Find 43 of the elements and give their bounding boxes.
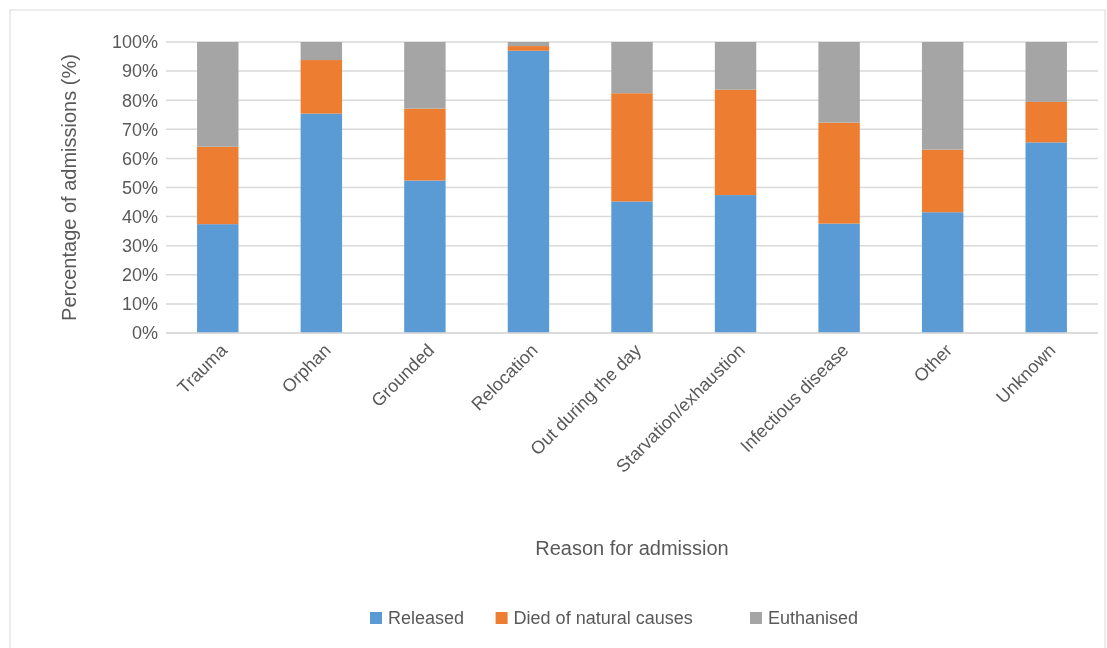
bar bbox=[404, 180, 446, 333]
bar bbox=[1025, 142, 1067, 333]
legend-label: Released bbox=[388, 608, 465, 629]
bar bbox=[300, 113, 343, 333]
bar bbox=[1025, 42, 1067, 102]
bar bbox=[611, 201, 653, 333]
bar bbox=[611, 42, 653, 94]
bar bbox=[300, 42, 343, 61]
y-tick-label: 20% bbox=[121, 265, 158, 286]
bar bbox=[197, 224, 239, 333]
bar bbox=[921, 212, 964, 333]
bar bbox=[197, 146, 239, 225]
bar bbox=[818, 42, 860, 123]
x-axis-title: Reason for admission bbox=[535, 537, 729, 559]
bar bbox=[714, 195, 757, 333]
y-tick-label: 40% bbox=[121, 206, 158, 227]
bar bbox=[714, 89, 757, 196]
bar bbox=[507, 46, 550, 51]
y-tick-label: 10% bbox=[121, 294, 158, 315]
bar bbox=[611, 93, 653, 202]
y-tick-label: 70% bbox=[121, 119, 158, 140]
bar bbox=[507, 50, 550, 333]
y-tick-label: 0% bbox=[131, 323, 158, 344]
bar bbox=[921, 149, 964, 213]
bar bbox=[300, 60, 343, 114]
legend-label: Euthanised bbox=[768, 608, 859, 629]
bar bbox=[818, 223, 860, 333]
bar bbox=[404, 42, 446, 109]
bar bbox=[507, 42, 550, 47]
bar bbox=[818, 122, 860, 224]
y-tick-label: 90% bbox=[121, 61, 158, 82]
y-tick-label: 80% bbox=[121, 90, 158, 111]
legend-label: Died of natural causes bbox=[513, 608, 693, 629]
y-tick-label: 100% bbox=[111, 32, 158, 53]
bar bbox=[404, 108, 446, 181]
y-axis-title: Percentage of admissions (%) bbox=[58, 54, 80, 321]
bar bbox=[197, 42, 239, 147]
y-tick-label: 60% bbox=[121, 148, 158, 169]
bar bbox=[1025, 101, 1067, 143]
bar bbox=[921, 42, 964, 150]
y-tick-label: 50% bbox=[121, 177, 158, 198]
y-tick-label: 30% bbox=[121, 236, 158, 256]
bar bbox=[714, 42, 757, 90]
